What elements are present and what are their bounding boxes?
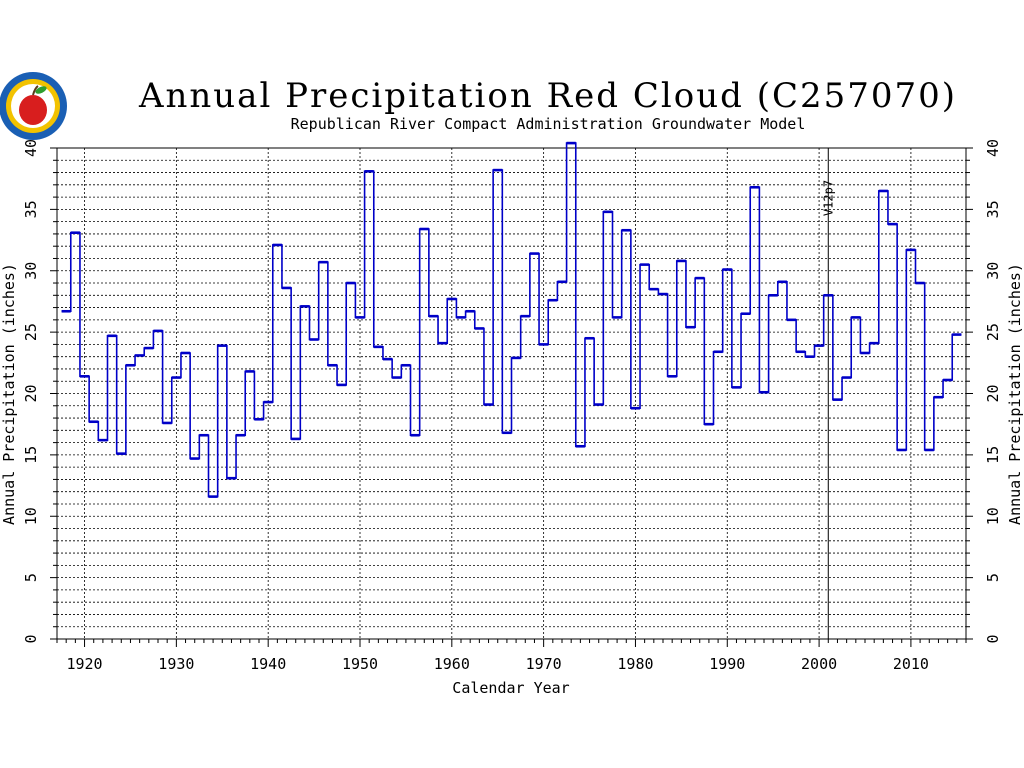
x-tick-label: 1960 bbox=[434, 655, 470, 673]
x-tick-label: 2000 bbox=[801, 655, 837, 673]
y-tick-label-left: 5 bbox=[22, 573, 40, 582]
y-tick-label-right: 10 bbox=[984, 507, 1002, 525]
y-tick-label-left: 35 bbox=[22, 200, 40, 218]
x-axis-label: Calendar Year bbox=[452, 679, 569, 697]
axis-ticks bbox=[50, 147, 973, 647]
y-tick-label-right: 25 bbox=[984, 323, 1002, 341]
chart-subtitle: Republican River Compact Administration … bbox=[291, 115, 806, 133]
y-tick-label-left: 0 bbox=[22, 634, 40, 643]
y-axis-label-left: Annual Precipitation (inches) bbox=[0, 263, 18, 525]
chart-title: Annual Precipitation Red Cloud (C257070) bbox=[138, 76, 957, 116]
y-tick-label-left: 15 bbox=[22, 446, 40, 464]
y-tick-label-right: 40 bbox=[984, 139, 1002, 157]
rrca-apple-seal-icon bbox=[0, 72, 67, 140]
x-tick-label: 1940 bbox=[250, 655, 286, 673]
y-tick-label-left: 40 bbox=[22, 139, 40, 157]
y-tick-label-right: 20 bbox=[984, 384, 1002, 402]
y-tick-label-left: 25 bbox=[22, 323, 40, 341]
x-tick-label: 1980 bbox=[617, 655, 653, 673]
y-tick-label-right: 35 bbox=[984, 200, 1002, 218]
y-tick-label-right: 0 bbox=[984, 634, 1002, 643]
series-group bbox=[61, 141, 962, 498]
y-tick-label-left: 10 bbox=[22, 507, 40, 525]
x-tick-label: 1920 bbox=[66, 655, 102, 673]
y-tick-label-left: 30 bbox=[22, 262, 40, 280]
y-tick-label-right: 15 bbox=[984, 446, 1002, 464]
grid bbox=[57, 148, 966, 639]
x-tick-label: 1990 bbox=[709, 655, 745, 673]
y-tick-label-right: 5 bbox=[984, 573, 1002, 582]
y-tick-label-right: 30 bbox=[984, 262, 1002, 280]
y-tick-label-left: 20 bbox=[22, 384, 40, 402]
x-tick-label: 2010 bbox=[893, 655, 929, 673]
annotation-label: V12p7 bbox=[821, 180, 835, 216]
y-axis-label-right: Annual Precipitation (inches) bbox=[1006, 263, 1024, 525]
x-tick-label: 1930 bbox=[158, 655, 194, 673]
x-tick-label: 1950 bbox=[342, 655, 378, 673]
tick-labels: 0 0 5 5 10 10 15 15 20 20 25 25 30 30 35 35 40 40 1920 1930… bbox=[22, 139, 1002, 673]
x-tick-label: 1970 bbox=[526, 655, 562, 673]
